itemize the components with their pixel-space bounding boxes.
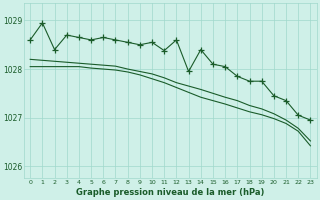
X-axis label: Graphe pression niveau de la mer (hPa): Graphe pression niveau de la mer (hPa) xyxy=(76,188,265,197)
